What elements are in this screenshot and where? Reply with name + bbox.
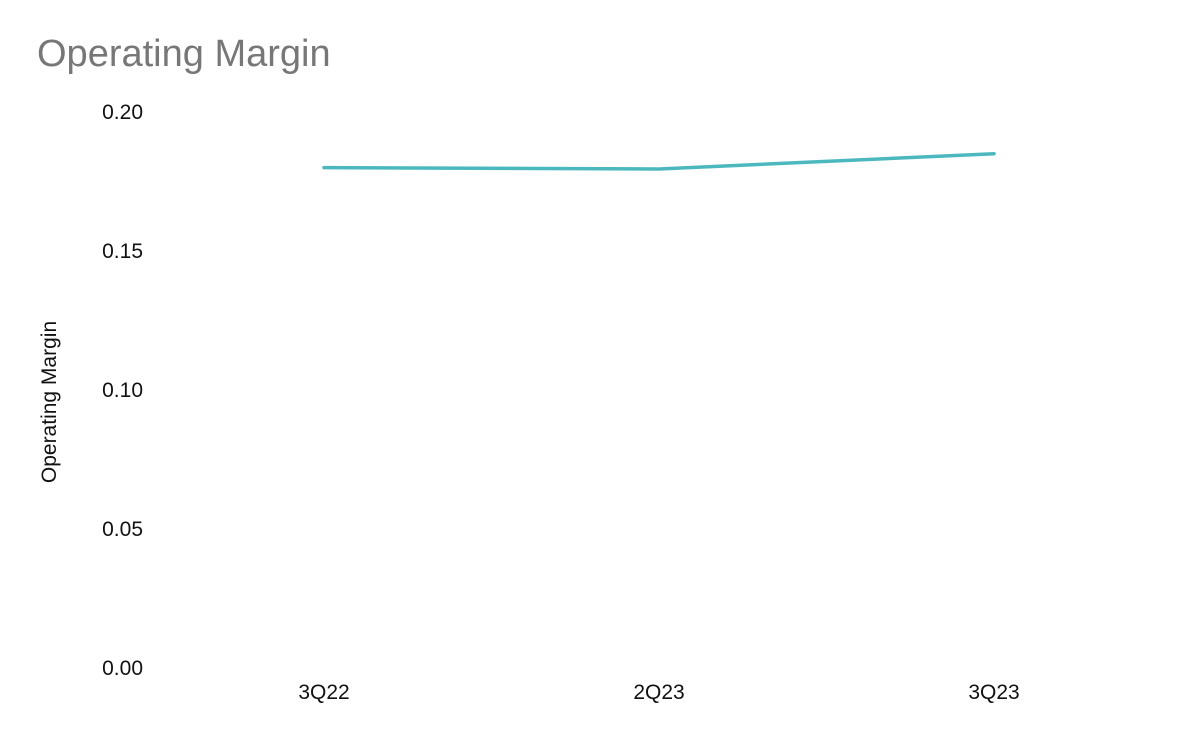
series-layer — [322, 151, 996, 171]
chart-title: Operating Margin — [37, 33, 331, 75]
y-tick-label: 0.15 — [102, 240, 143, 263]
x-axis-ticks: 3Q22 2Q23 3Q23 — [298, 681, 1019, 704]
x-tick-label: 2Q23 — [633, 681, 684, 704]
data-point — [657, 167, 661, 171]
data-point — [322, 166, 326, 170]
y-tick-label: 0.05 — [102, 518, 143, 541]
y-tick-label: 0.10 — [102, 379, 143, 402]
x-tick-label: 3Q22 — [298, 681, 349, 704]
y-tick-label: 0.20 — [102, 101, 143, 124]
data-point — [992, 152, 996, 156]
y-axis-title: Operating Margin — [38, 321, 61, 483]
series-line — [322, 151, 996, 171]
x-tick-label: 3Q23 — [968, 681, 1019, 704]
y-axis-ticks: 0.00 0.05 0.10 0.15 0.20 — [102, 101, 143, 680]
y-tick-label: 0.00 — [102, 657, 143, 680]
